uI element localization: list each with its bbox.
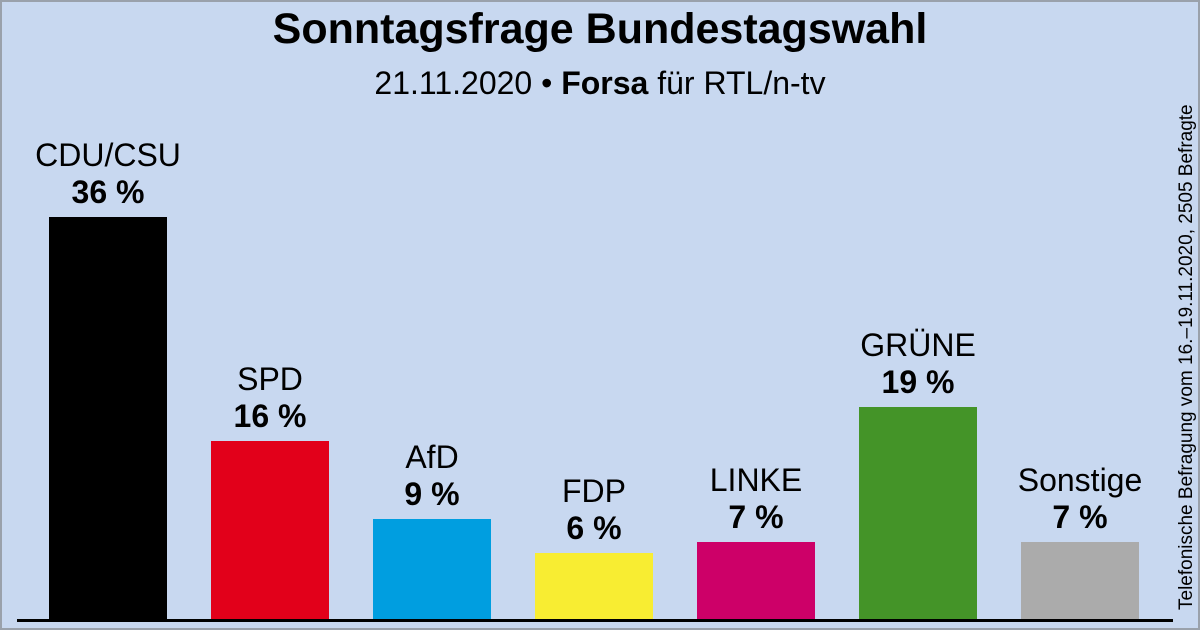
bar-label-spd: SPD 16 %: [160, 361, 380, 435]
bar-label-sonstige: Sonstige 7 %: [970, 462, 1190, 536]
party-name: Sonstige: [1017, 461, 1143, 498]
party-value: 7 %: [728, 498, 784, 535]
party-name: AfD: [405, 439, 459, 476]
party-name: CDU/CSU: [35, 136, 181, 173]
party-value: 36 %: [71, 173, 145, 210]
subtitle-separator-dot: •: [541, 65, 553, 101]
x-axis-line: [17, 619, 1173, 622]
subtitle-date: 21.11.2020: [374, 65, 533, 101]
bar-afd: [373, 519, 491, 620]
party-value: 9 %: [404, 476, 460, 513]
survey-footnote: Telefonische Befragung vom 16.–19.11.202…: [1176, 104, 1197, 610]
bar-sonstige: [1021, 541, 1139, 620]
party-name: FDP: [562, 472, 626, 509]
party-value: 16 %: [233, 397, 307, 434]
chart-title: Sonntagsfrage Bundestagswahl: [272, 5, 928, 53]
party-name: GRÜNE: [860, 327, 976, 364]
bar-label-fdp: FDP 6 %: [484, 473, 704, 547]
party-value: 6 %: [566, 509, 622, 546]
bar-fdp: [535, 552, 653, 620]
subtitle-source: Forsa: [561, 65, 649, 101]
bar-label-cdu-csu: CDU/CSU 36 %: [2, 136, 218, 211]
subtitle-suffix: für RTL/n-tv: [657, 65, 826, 101]
bar-gr-ne: [859, 407, 977, 620]
chart-subtitle: 21.11.2020 • Forsa für RTL/n-tv: [2, 65, 1198, 101]
bar-cdu-csu: [49, 216, 167, 620]
party-name: SPD: [237, 360, 303, 397]
bar-label-gr-ne: GRÜNE 19 %: [808, 327, 1028, 401]
bar-linke: [697, 541, 815, 620]
party-value: 7 %: [1052, 498, 1108, 535]
bar-label-afd: AfD 9 %: [322, 439, 542, 513]
bar-label-linke: LINKE 7 %: [646, 462, 866, 536]
party-name: LINKE: [709, 461, 803, 498]
bar-spd: [211, 440, 329, 620]
party-value: 19 %: [881, 364, 955, 401]
